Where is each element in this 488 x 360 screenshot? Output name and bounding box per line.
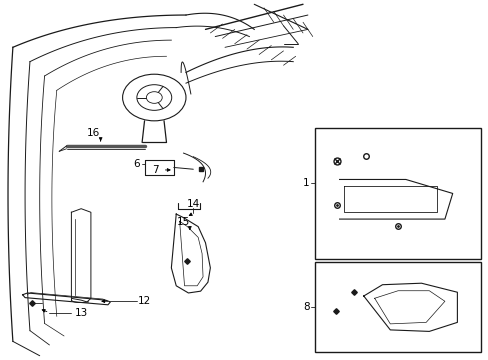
Text: 12: 12 — [138, 296, 151, 306]
Text: 2: 2 — [324, 204, 330, 215]
Text: 6: 6 — [133, 159, 139, 169]
Bar — [315, 128, 480, 259]
Text: 16: 16 — [86, 129, 100, 138]
Text: 3: 3 — [341, 136, 347, 145]
Text: 1: 1 — [303, 178, 309, 188]
Text: 11: 11 — [401, 338, 415, 348]
Text: 8: 8 — [303, 302, 309, 312]
Text: 7: 7 — [152, 165, 159, 175]
Text: 14: 14 — [186, 199, 200, 210]
Text: 13: 13 — [74, 308, 87, 318]
Text: 4: 4 — [333, 242, 340, 252]
Text: 5: 5 — [465, 135, 471, 144]
Bar — [315, 262, 480, 352]
Text: 9: 9 — [346, 266, 352, 276]
Text: 10: 10 — [335, 297, 348, 307]
Text: 15: 15 — [177, 217, 190, 227]
